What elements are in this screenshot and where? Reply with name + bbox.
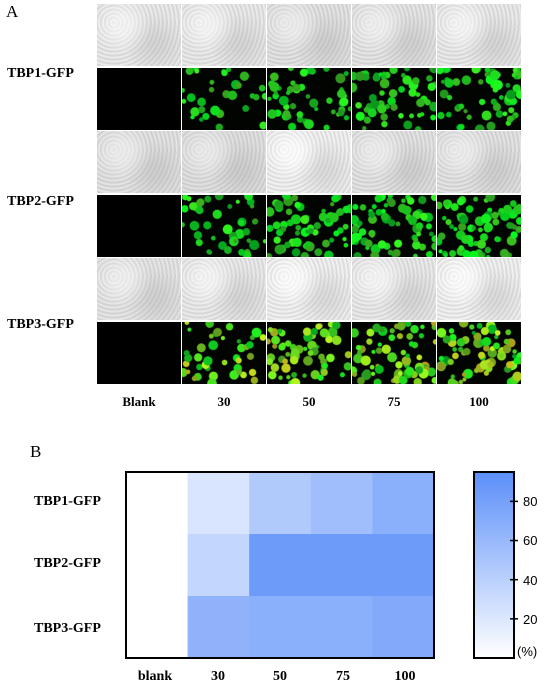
- fluorescence-image-2-2: [182, 195, 266, 257]
- heatmap-cell-3-50: [249, 596, 312, 659]
- brightfield-image-2-5: [437, 131, 521, 193]
- brightfield-image-2-2: [182, 131, 266, 193]
- brightfield-image-3-2: [182, 258, 266, 320]
- heatmap-cell-2-blank: [126, 534, 189, 597]
- col-label-30: 30: [217, 394, 231, 409]
- fluorescence-image-1-1: [97, 68, 181, 130]
- heatmap-cell-1-blank: [126, 472, 189, 535]
- brightfield-image-1-2: [182, 4, 266, 66]
- heatmap-col-label-100: 100: [394, 669, 416, 684]
- colorbar-tick-20: 20: [523, 612, 538, 627]
- heatmap-cell-2-30: [187, 534, 250, 597]
- fluorescence-image-1-2: [182, 68, 266, 130]
- col-label-100: 100: [469, 394, 489, 409]
- panel-a-letter: A: [6, 2, 19, 21]
- fluorescence-image-2-1: [97, 195, 181, 257]
- fluorescence-image-3-2: [182, 322, 266, 384]
- col-label-50: 50: [302, 394, 316, 409]
- heatmap-cell-1-50: [249, 472, 312, 535]
- col-label-75: 75: [387, 394, 401, 409]
- heatmap-cell-3-75: [310, 596, 373, 659]
- heatmap-col-label-50: 50: [273, 669, 287, 684]
- heatmap-cell-2-50: [249, 534, 312, 597]
- colorbar-unit: (%): [517, 644, 538, 659]
- row-label-tbp3: TBP3-GFP: [7, 317, 74, 332]
- heatmap-cell-3-30: [187, 596, 250, 659]
- heatmap-cell-1-100: [372, 472, 435, 535]
- colorbar-tick-60: 60: [523, 533, 538, 548]
- heatmap-cell-3-blank: [126, 596, 189, 659]
- fluorescence-image-2-5: [437, 195, 521, 257]
- colorbar-tick-80: 80: [523, 494, 538, 509]
- row-label-tbp2: TBP2-GFP: [7, 194, 74, 209]
- heatmap-col-label-75: 75: [336, 669, 350, 684]
- heatmap-row-label-tbp3: TBP3-GFP: [34, 621, 101, 636]
- col-label-blank: Blank: [122, 394, 156, 409]
- panel-b-letter: B: [30, 442, 42, 461]
- heatmap-cell-2-100: [372, 534, 435, 597]
- heatmap-cell-1-75: [310, 472, 373, 535]
- brightfield-image-2-4: [352, 131, 436, 193]
- brightfield-image-1-4: [352, 4, 436, 66]
- fluorescence-image-1-5: [437, 68, 521, 130]
- fluorescence-image-2-4: [352, 195, 436, 257]
- heatmap-row-label-tbp2: TBP2-GFP: [34, 556, 101, 571]
- brightfield-image-2-3: [267, 131, 351, 193]
- heatmap-cell-2-75: [310, 534, 373, 597]
- fluorescence-image-1-4: [352, 68, 436, 130]
- brightfield-image-3-3: [267, 258, 351, 320]
- heatmap-row-label-tbp1: TBP1-GFP: [34, 494, 101, 509]
- heatmap-col-label-30: 30: [211, 669, 225, 684]
- heatmap-col-label-blank: blank: [137, 669, 173, 684]
- heatmap-frame: [125, 471, 435, 659]
- brightfield-image-1-5: [437, 4, 521, 66]
- brightfield-image-1-3: [267, 4, 351, 66]
- fluorescence-image-3-1: [97, 322, 181, 384]
- fluorescence-image-3-4: [352, 322, 436, 384]
- fluorescence-image-3-3: [267, 322, 351, 384]
- colorbar: [473, 471, 515, 659]
- brightfield-image-2-1: [97, 131, 181, 193]
- brightfield-image-3-5: [437, 258, 521, 320]
- brightfield-image-3-4: [352, 258, 436, 320]
- colorbar-tick-40: 40: [523, 573, 538, 588]
- fluorescence-image-1-3: [267, 68, 351, 130]
- row-label-tbp1: TBP1-GFP: [7, 66, 74, 81]
- fluorescence-image-2-3: [267, 195, 351, 257]
- fluorescence-image-3-5: [437, 322, 521, 384]
- brightfield-image-3-1: [97, 258, 181, 320]
- heatmap-cell-1-30: [187, 472, 250, 535]
- brightfield-image-1-1: [97, 4, 181, 66]
- heatmap-cell-3-100: [372, 596, 435, 659]
